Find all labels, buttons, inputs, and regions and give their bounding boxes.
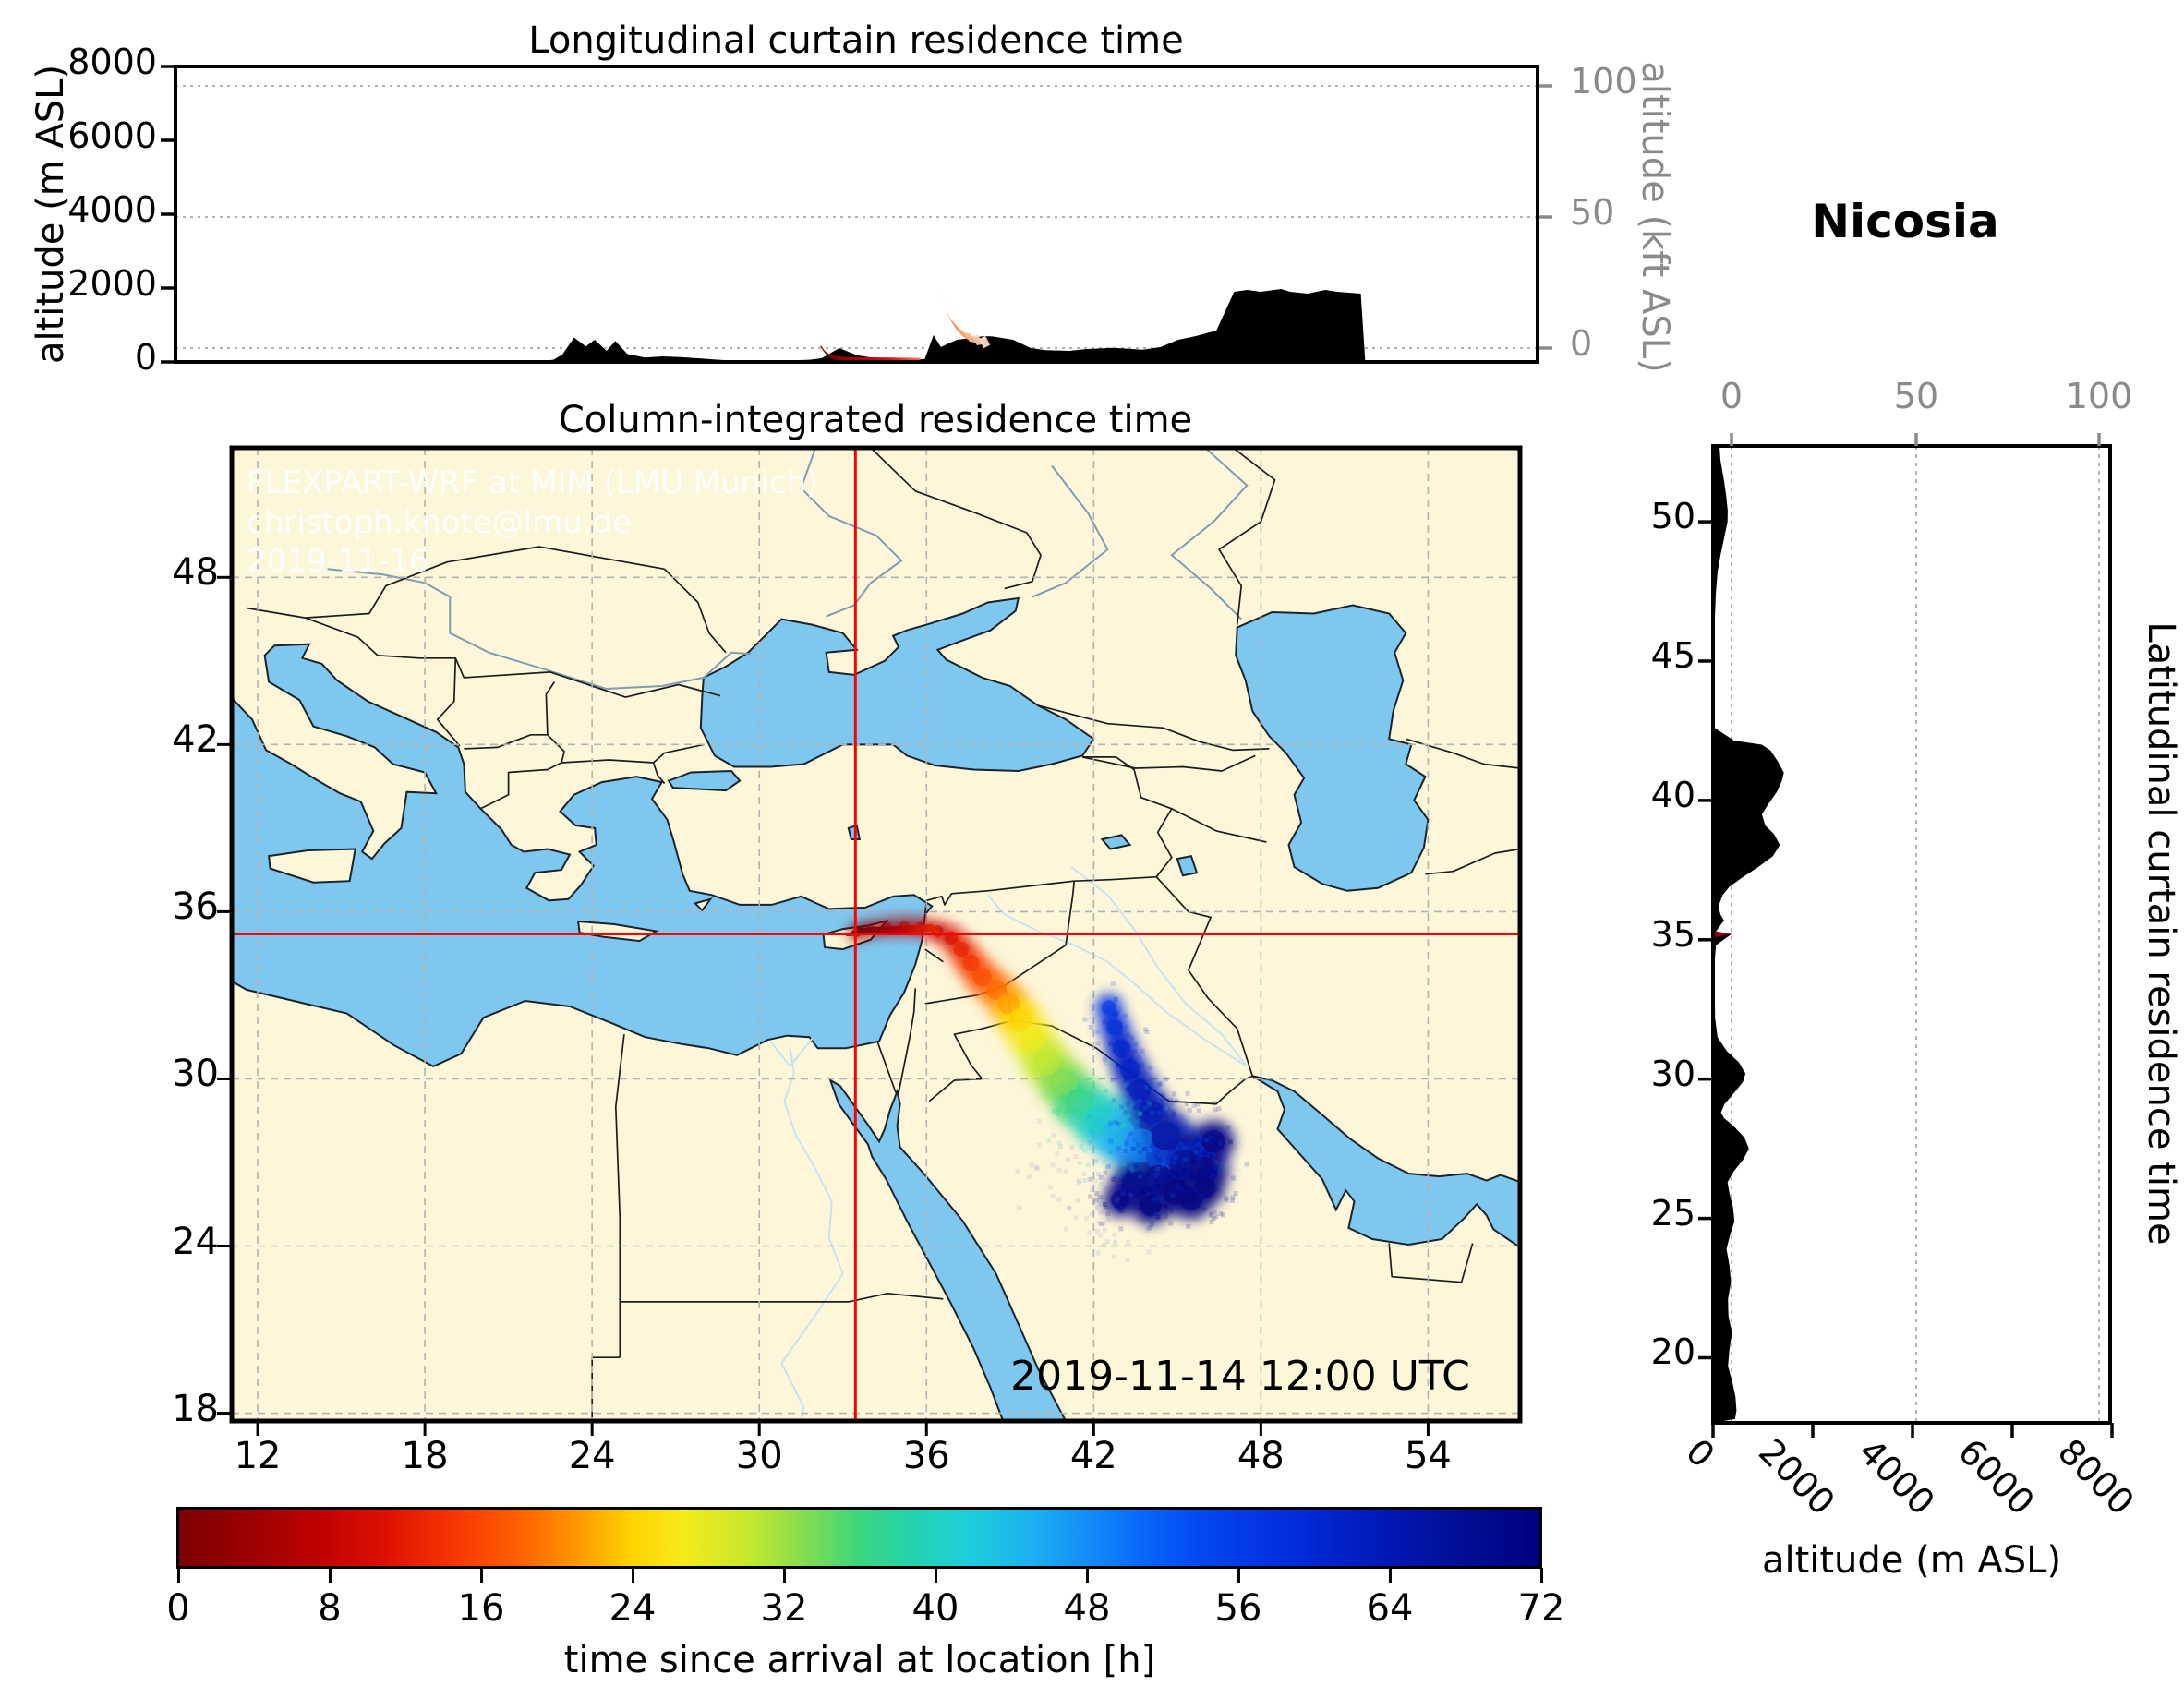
- colorbar-tick: [1237, 1568, 1240, 1583]
- map-panel-title: Column-integrated residence time: [558, 399, 1193, 441]
- tick-label: 36: [902, 1435, 950, 1477]
- tick-label: 32: [760, 1587, 808, 1630]
- tick-label: 8000: [67, 42, 157, 82]
- tick-label: 48: [1237, 1435, 1285, 1477]
- tick-label: 0: [166, 1587, 190, 1630]
- colorbar-tick: [1085, 1568, 1089, 1583]
- tick-label: 8: [318, 1587, 342, 1630]
- tick-label: 20: [1650, 1331, 1695, 1373]
- colorbar-tick: [1388, 1568, 1392, 1583]
- latitudinal-curtain-panel: [1698, 433, 2114, 1438]
- longitudinal-ylabel-right: altitude (kft ASL): [1634, 61, 1676, 373]
- tick-label: 6000: [1949, 1430, 2043, 1523]
- tick-label: 54: [1404, 1435, 1452, 1477]
- colorbar-tick: [328, 1568, 332, 1583]
- tick-label: 45: [1650, 634, 1695, 676]
- tick-label: 35: [1650, 913, 1695, 955]
- tick-label: 24: [172, 1220, 219, 1263]
- tick-label: 6000: [67, 115, 157, 156]
- tick-label: 48: [1063, 1587, 1111, 1630]
- tick-label: 0: [134, 337, 157, 378]
- longitudinal-curtain-panel: [161, 65, 1552, 364]
- station-title: Nicosia: [1811, 195, 1999, 248]
- colorbar-label: time since arrival at location [h]: [563, 1639, 1156, 1681]
- tick-label: 24: [609, 1587, 657, 1630]
- tick-label: 50: [1650, 496, 1695, 537]
- tick-label: 100: [2065, 376, 2133, 416]
- tick-label: 18: [401, 1435, 449, 1477]
- tick-label: 30: [1650, 1053, 1695, 1094]
- tick-label: 25: [1650, 1192, 1695, 1234]
- tick-label: 30: [172, 1053, 219, 1096]
- tick-label: 30: [735, 1435, 783, 1477]
- latitudinal-panel-title: Latitudinal curtain residence time: [2140, 621, 2182, 1246]
- tick-label: 0: [1719, 376, 1744, 416]
- colorbar-tick: [176, 1568, 180, 1583]
- time-colorbar: [176, 1507, 1542, 1569]
- tick-label: 16: [457, 1587, 505, 1630]
- tick-label: 0: [1570, 323, 1593, 364]
- attribution-line-date: 2019-11-16: [247, 543, 429, 580]
- colorbar-tick: [934, 1568, 937, 1583]
- colorbar-tick: [1539, 1568, 1543, 1583]
- tick-label: 36: [172, 885, 219, 929]
- tick-label: 50: [1570, 192, 1615, 233]
- tick-label: 12: [234, 1435, 282, 1477]
- colorbar-tick: [782, 1568, 786, 1583]
- tick-label: 4000: [1850, 1430, 1943, 1523]
- tick-label: 56: [1214, 1587, 1262, 1630]
- tick-label: 0: [1677, 1430, 1722, 1476]
- tick-label: 42: [1069, 1435, 1117, 1477]
- tick-label: 2000: [67, 263, 157, 304]
- colorbar-tick: [479, 1568, 483, 1583]
- tick-label: 50: [1893, 376, 1939, 416]
- attribution-line-email: christoph.knote@lmu.de: [247, 503, 633, 541]
- tick-label: 24: [568, 1435, 616, 1477]
- tick-label: 2000: [1750, 1430, 1843, 1523]
- tick-label: 100: [1570, 61, 1637, 102]
- attribution-line-model: FLEXPART-WRF at MIM (LMU Munich): [247, 464, 819, 501]
- column-integrated-map: [217, 445, 1523, 1436]
- map-datetime-label: 2019-11-14 12:00 UTC: [1010, 1353, 1470, 1400]
- tick-label: 40: [1650, 774, 1695, 815]
- colorbar-tick: [631, 1568, 634, 1583]
- tick-label: 4000: [67, 189, 157, 230]
- tick-label: 64: [1366, 1587, 1414, 1630]
- tick-label: 8000: [2049, 1430, 2142, 1523]
- tick-label: 40: [911, 1587, 959, 1630]
- tick-label: 18: [172, 1387, 219, 1430]
- longitudinal-panel-title: Longitudinal curtain residence time: [528, 19, 1184, 62]
- tick-label: 72: [1517, 1587, 1565, 1630]
- tick-label: 48: [172, 551, 219, 595]
- latitudinal-xlabel: altitude (m ASL): [1761, 1539, 2062, 1582]
- map-attribution: FLEXPART-WRF at MIM (LMU Munich) christo…: [247, 464, 818, 582]
- tick-label: 42: [172, 718, 219, 762]
